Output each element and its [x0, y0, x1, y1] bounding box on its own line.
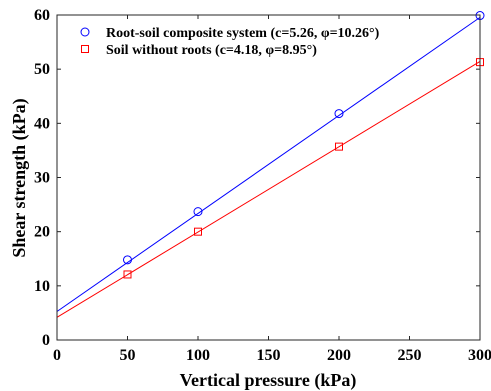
legend: Root-soil composite system (c=5.26, φ=10…	[80, 26, 380, 58]
data-point-series-1	[123, 270, 132, 279]
fit-lines	[56, 16, 481, 318]
data-point-series-0	[193, 207, 203, 217]
y-tick-label: 60	[34, 7, 50, 24]
y-tick-label: 50	[34, 61, 50, 78]
x-axis-title: Vertical pressure (kPa)	[180, 370, 357, 391]
fit-line-series-0	[56, 16, 481, 312]
x-tick-label: 150	[257, 347, 281, 364]
x-tick-label: 250	[398, 347, 422, 364]
legend-item-soil: Soil without roots (c=4.18, φ=8.95°)	[81, 43, 317, 58]
data-point-series-1	[335, 142, 343, 151]
x-tick-label: 100	[186, 347, 210, 364]
y-tick-label: 20	[34, 224, 50, 241]
data-point-series-0	[334, 109, 344, 119]
x-tick-label: 300	[468, 347, 491, 364]
x-tick-label: 0	[53, 347, 61, 364]
y-tick-label: 10	[34, 278, 50, 295]
y-axis: 0 10 20 30 40 50 60	[34, 7, 480, 349]
data-point-series-0	[123, 255, 132, 265]
y-tick-label: 0	[42, 332, 50, 349]
x-tick-label: 50	[120, 347, 136, 364]
legend-marker-circle	[80, 27, 90, 37]
fit-line-series-1	[56, 60, 481, 318]
legend-item-root-soil: Root-soil composite system (c=5.26, φ=10…	[80, 26, 380, 41]
y-axis-title: Shear strength (kPa)	[9, 98, 30, 257]
plot-area	[57, 15, 480, 340]
legend-label-root-soil: Root-soil composite system (c=5.26, φ=10…	[106, 26, 380, 41]
legend-label-soil: Soil without roots (c=4.18, φ=8.95°)	[106, 43, 317, 58]
x-tick-label: 200	[327, 347, 351, 364]
y-tick-label: 40	[34, 115, 50, 132]
y-tick-label: 30	[34, 170, 50, 187]
data-point-series-1	[194, 227, 202, 236]
x-axis: 0 50 100 150 200 250 300	[53, 15, 491, 364]
legend-marker-square	[81, 45, 89, 53]
